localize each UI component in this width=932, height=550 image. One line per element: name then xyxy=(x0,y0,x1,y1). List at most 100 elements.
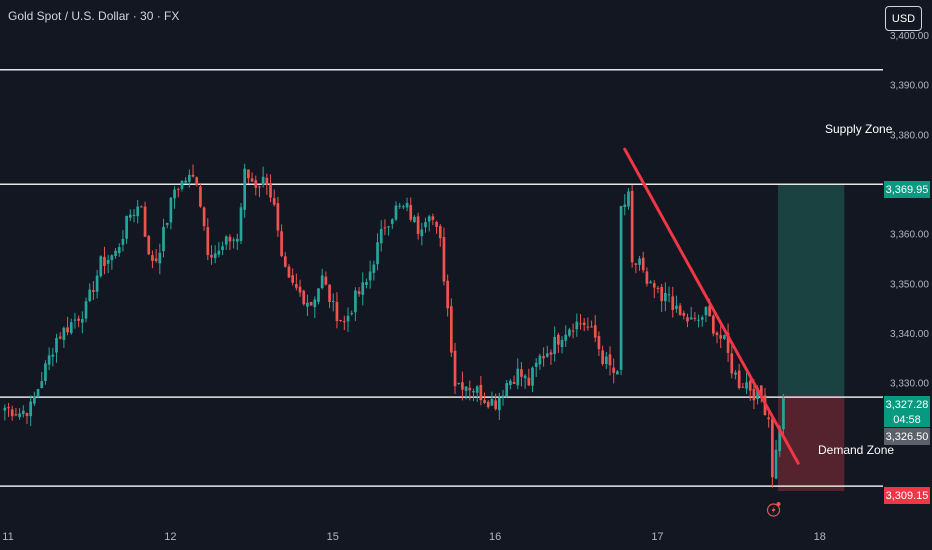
candle-body xyxy=(239,207,243,241)
candle xyxy=(409,197,413,222)
candle xyxy=(10,405,14,421)
candle xyxy=(461,371,464,401)
candle-body xyxy=(767,417,771,420)
candle xyxy=(390,218,394,230)
candle xyxy=(468,380,472,401)
candle xyxy=(405,197,409,212)
candle-body xyxy=(62,327,66,340)
candle xyxy=(586,317,590,331)
demand-zone-label: Demand Zone xyxy=(818,443,895,457)
candle-body xyxy=(490,398,494,406)
candle xyxy=(283,252,287,268)
candle-body xyxy=(261,176,265,186)
candle xyxy=(335,292,339,329)
candle-body xyxy=(759,385,763,398)
candle xyxy=(239,202,243,244)
candle-body xyxy=(571,330,575,332)
candle xyxy=(704,306,708,323)
candle-body xyxy=(520,369,523,377)
candle-body xyxy=(534,362,538,367)
currency-button[interactable]: USD xyxy=(885,6,922,31)
candle-body xyxy=(745,382,748,389)
candle-body xyxy=(372,264,376,273)
candle-body xyxy=(564,334,568,341)
candle xyxy=(280,224,283,258)
candle xyxy=(557,332,560,353)
candle xyxy=(678,303,682,316)
candle xyxy=(464,386,468,400)
candle xyxy=(184,177,187,184)
candle-body xyxy=(623,204,627,208)
candle-body xyxy=(461,382,464,390)
candle-body xyxy=(468,387,472,391)
candle-body xyxy=(405,202,409,208)
candle-body xyxy=(176,188,180,190)
candle-body xyxy=(287,266,291,278)
candle-body xyxy=(453,350,457,387)
candle-body xyxy=(700,317,704,320)
y-tick-label: 3,380.00 xyxy=(890,130,929,141)
candle xyxy=(162,218,165,258)
candle xyxy=(368,260,372,289)
candle xyxy=(372,260,376,281)
bar-countdown: 04:58 xyxy=(884,413,930,427)
candle xyxy=(767,411,771,428)
candle xyxy=(18,408,21,420)
candle-body xyxy=(147,236,151,255)
candle-body xyxy=(538,355,542,365)
candle-body xyxy=(682,312,686,316)
candle-body xyxy=(346,315,350,322)
candle-body xyxy=(590,326,593,328)
candle xyxy=(593,315,597,342)
candle-body xyxy=(143,206,147,237)
candle-body xyxy=(608,354,612,366)
candle xyxy=(328,284,331,309)
candle-body xyxy=(483,399,486,403)
candle-body xyxy=(235,238,239,242)
candle-body xyxy=(438,226,442,239)
candle-body xyxy=(612,367,616,373)
candle xyxy=(379,220,383,252)
candle xyxy=(497,392,501,420)
candle xyxy=(723,334,726,341)
candle xyxy=(331,293,335,312)
candle-body xyxy=(151,255,154,261)
candle xyxy=(21,405,25,418)
candle-body xyxy=(114,250,117,257)
candle-body xyxy=(3,407,7,411)
candle-body xyxy=(117,247,121,254)
candle-body xyxy=(627,191,630,207)
candle-body xyxy=(638,258,641,265)
candle xyxy=(125,215,128,244)
candle xyxy=(568,327,571,338)
candle xyxy=(413,215,416,223)
candle xyxy=(604,352,608,370)
y-tick-label: 3,350.00 xyxy=(890,279,929,290)
candle-body xyxy=(272,198,276,205)
candle-body xyxy=(726,333,730,353)
candle xyxy=(534,358,538,377)
candle-body xyxy=(250,178,254,182)
candle-body xyxy=(33,396,36,404)
candle xyxy=(771,416,774,488)
candle xyxy=(287,263,291,278)
candle-body xyxy=(247,169,250,179)
candle-body xyxy=(313,299,317,308)
candle-body xyxy=(66,327,69,333)
candle-body xyxy=(199,186,202,207)
candle-body xyxy=(723,335,726,339)
candle xyxy=(128,209,132,222)
candle xyxy=(774,439,778,480)
candle-body xyxy=(58,336,62,339)
candle xyxy=(33,391,36,406)
candle-body xyxy=(715,332,719,336)
candle-body xyxy=(195,177,199,185)
candle xyxy=(80,311,84,334)
candle-body xyxy=(656,287,660,289)
candle xyxy=(99,255,103,278)
candle-body xyxy=(604,356,608,364)
candle xyxy=(387,225,390,236)
candle xyxy=(29,395,33,426)
candle xyxy=(782,393,785,437)
